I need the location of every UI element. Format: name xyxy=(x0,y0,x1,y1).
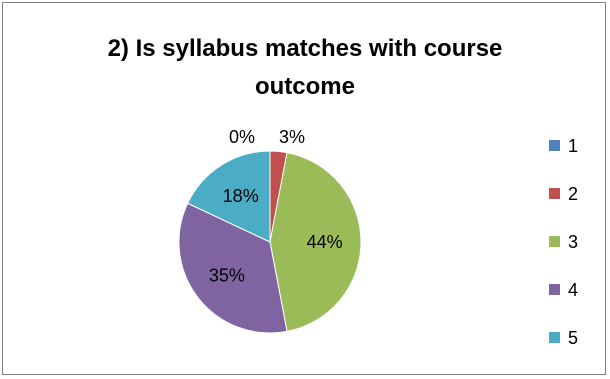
legend-swatch-5 xyxy=(549,332,560,343)
pie-slice-4 xyxy=(178,202,288,334)
legend: 1 2 3 4 5 xyxy=(549,136,578,348)
legend-swatch-2 xyxy=(549,188,560,199)
pie-slices xyxy=(178,150,362,334)
chart-title-line-1: 2) Is syllabus matches with course xyxy=(107,35,503,62)
chart-title: 2) Is syllabus matches with course outco… xyxy=(0,30,610,106)
data-label-3: 44% xyxy=(307,232,343,252)
data-label-2: 3% xyxy=(279,127,305,147)
data-label-1: 0% xyxy=(229,127,255,147)
legend-swatch-1 xyxy=(549,140,560,151)
legend-label-1: 1 xyxy=(568,136,578,156)
legend-label-2: 2 xyxy=(568,184,578,204)
legend-label-5: 5 xyxy=(568,328,578,348)
legend-swatch-3 xyxy=(549,236,560,247)
legend-label-3: 3 xyxy=(568,232,578,252)
pie-slice-5 xyxy=(186,150,271,243)
pie-data-labels: 0% 3% 44% 35% 18% xyxy=(209,127,343,286)
data-label-5: 18% xyxy=(223,186,259,206)
legend-label-4: 4 xyxy=(568,280,578,300)
pie-slice-3 xyxy=(269,152,362,332)
legend-swatch-4 xyxy=(549,284,560,295)
chart-title-line-2: outcome xyxy=(254,73,355,100)
data-label-4: 35% xyxy=(209,266,245,286)
